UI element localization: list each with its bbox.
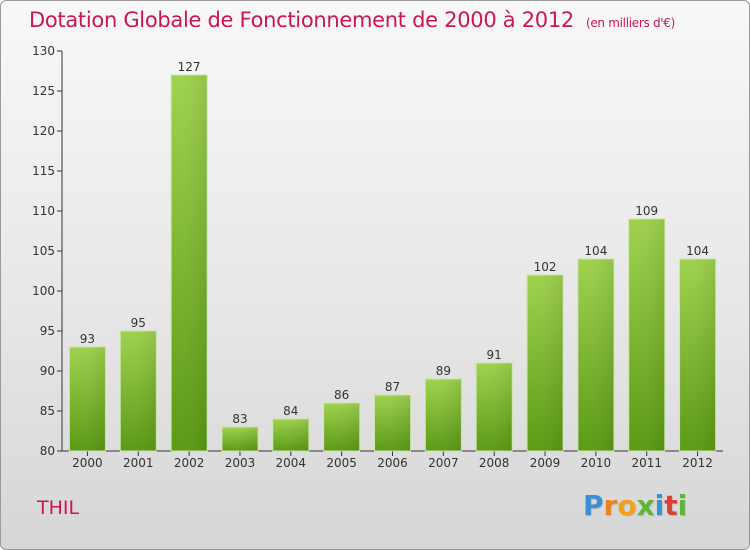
data-label-2005: 86	[334, 388, 349, 402]
bar-shade-2011	[628, 219, 665, 451]
bars	[68, 74, 717, 452]
bar-shade-2008	[476, 363, 513, 451]
x-tick-label: 2006	[377, 456, 408, 470]
bar-shade-2010	[577, 259, 614, 451]
chart-subtitle: (en milliers d'€)	[585, 16, 675, 30]
data-label-2004: 84	[283, 404, 298, 418]
data-labels: 93 95 127 83 84 86 87 89 91 102 104 109 104	[80, 60, 709, 426]
bar-shade-2004	[272, 419, 309, 451]
x-tick-label: 2008	[479, 456, 510, 470]
x-tick-label: 2005	[326, 456, 357, 470]
data-label-2001: 95	[131, 316, 146, 330]
bar-shade-2007	[425, 379, 462, 451]
x-tick-label: 2002	[174, 456, 205, 470]
town-name: THIL	[37, 497, 80, 519]
y-tick-label: 80	[40, 444, 55, 458]
logo-letter: t	[664, 489, 678, 522]
x-tick-label: 2003	[225, 456, 256, 470]
bar-shade-2000	[69, 347, 106, 451]
bar-shade-2005	[323, 403, 360, 451]
bar-shade-2006	[374, 395, 411, 451]
x-axis: 2000 2001 2002 2003 2004 2005 2006 2007 2008 2009…	[62, 450, 723, 470]
data-label-2008: 91	[487, 348, 502, 362]
y-tick-label: 100	[32, 284, 55, 298]
data-label-2010: 104	[584, 244, 607, 258]
x-tick-label: 2011	[631, 456, 662, 470]
y-tick-label: 90	[40, 364, 55, 378]
y-tick-label: 115	[32, 164, 55, 178]
bar-shade-2003	[221, 427, 258, 451]
y-tick-label: 120	[32, 124, 55, 138]
data-label-2003: 83	[232, 412, 247, 426]
logo-letter: i	[677, 489, 688, 522]
y-tick-label: 125	[32, 84, 55, 98]
data-label-2011: 109	[635, 204, 658, 218]
chart-title: Dotation Globale de Fonctionnement de 20…	[29, 8, 675, 32]
x-tick-label: 2010	[581, 456, 612, 470]
bar-shade-2012	[679, 259, 716, 451]
logo-letter: P	[583, 489, 604, 522]
x-tick-label: 2012	[682, 456, 713, 470]
bar-shade-2009	[527, 275, 564, 451]
data-label-2002: 127	[178, 60, 201, 74]
x-tick-label: 2007	[428, 456, 459, 470]
data-label-2000: 93	[80, 332, 95, 346]
proxiti-logo: Proxiti	[583, 489, 687, 522]
y-tick-label: 110	[32, 204, 55, 218]
logo-letter: r	[603, 489, 618, 522]
bar-shade-2001	[120, 331, 157, 451]
data-label-2009: 102	[534, 260, 557, 274]
data-label-2007: 89	[436, 364, 451, 378]
y-axis: 80 85 90 95 100 105 110 115 120 125 130	[32, 44, 63, 458]
chart-title-text: Dotation Globale de Fonctionnement de 20…	[29, 8, 574, 32]
y-tick-label: 85	[40, 404, 55, 418]
bar-shade-2002	[171, 75, 208, 451]
data-label-2006: 87	[385, 380, 400, 394]
logo-letter: i	[654, 489, 665, 522]
y-tick-label: 95	[40, 324, 55, 338]
x-tick-label: 2004	[276, 456, 307, 470]
logo-letter: x	[636, 489, 655, 522]
x-tick-label: 2009	[530, 456, 561, 470]
data-label-2012: 104	[686, 244, 709, 258]
x-tick-label: 2000	[72, 456, 103, 470]
y-tick-label: 130	[32, 44, 55, 58]
logo-letter: o	[617, 489, 637, 522]
y-tick-label: 105	[32, 244, 55, 258]
x-tick-label: 2001	[123, 456, 154, 470]
